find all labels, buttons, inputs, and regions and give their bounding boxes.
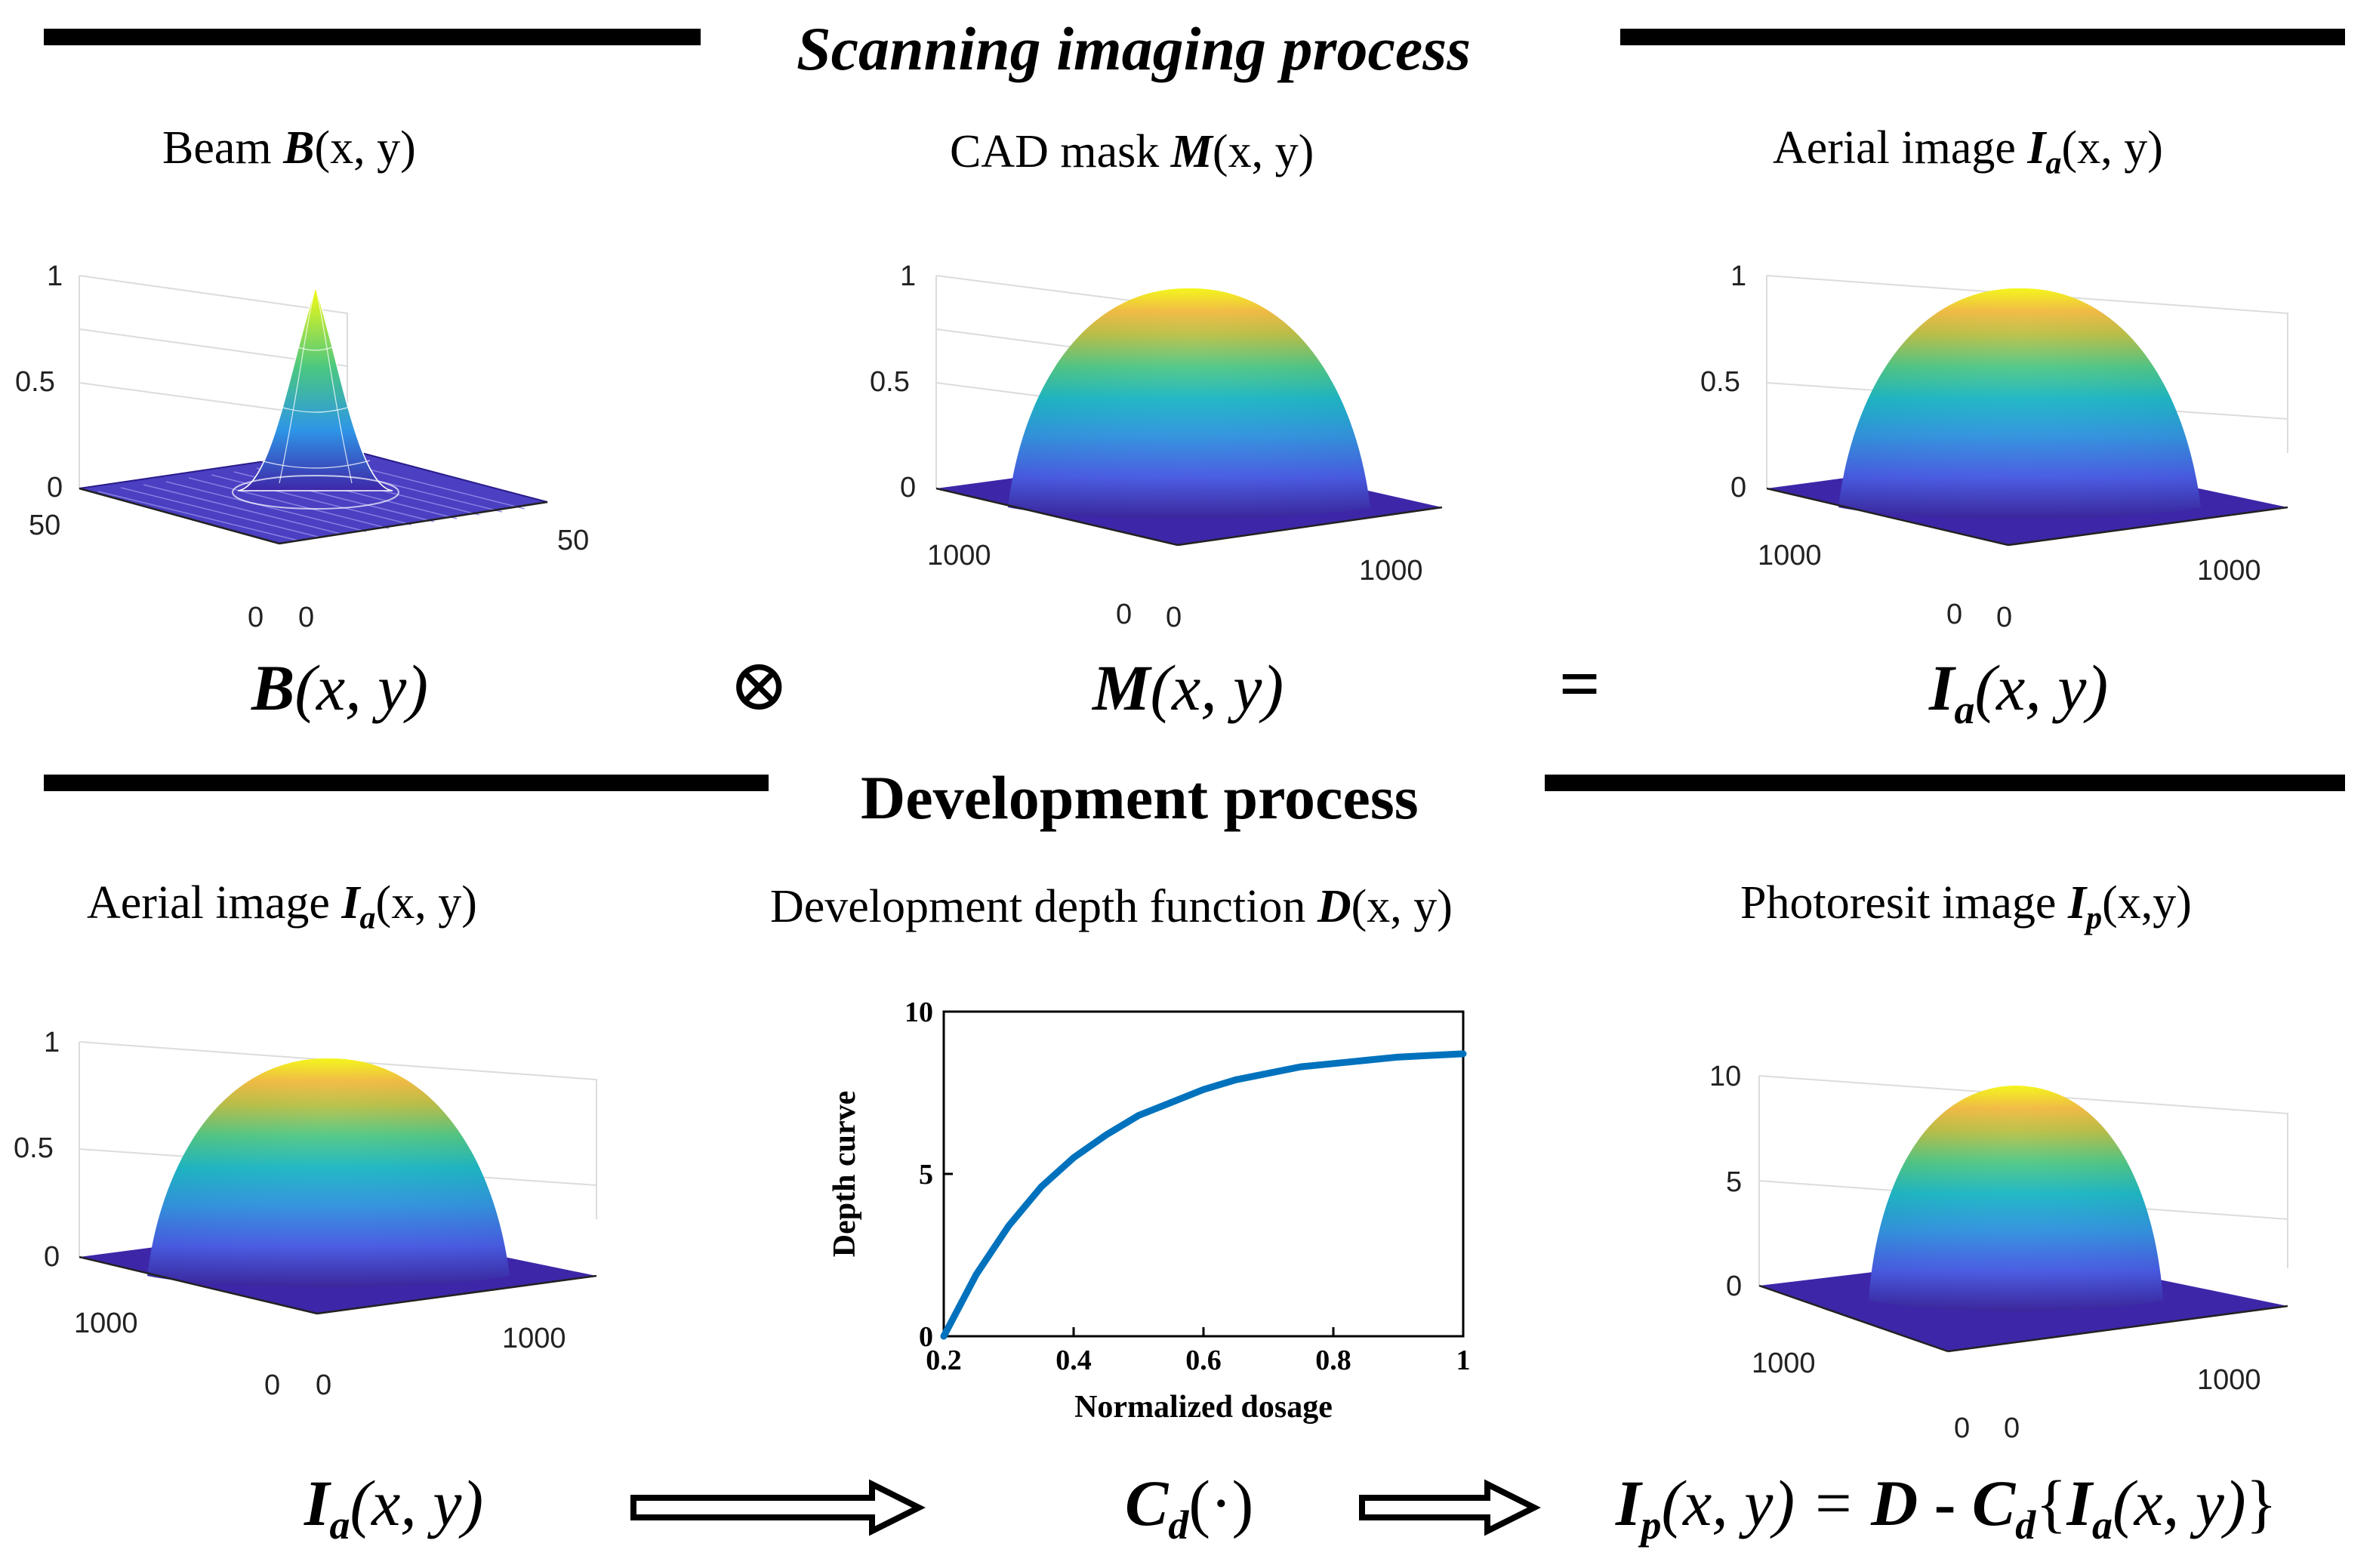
photoresist-y-tick-1000: 1000	[2197, 1364, 2261, 1396]
beam-y-tick-0: 0	[298, 602, 314, 633]
aerial-bottom-y-tick-0: 0	[316, 1369, 331, 1401]
photoresist-panel-title: Photoresit image Ip(x,y)	[1740, 877, 2192, 936]
photoresist-surface-plot: 10 5 0 1000 0 0 1000	[1709, 1061, 2288, 1444]
right-arrow-1	[630, 1479, 926, 1536]
aerial-top-y-tick-0: 0	[1996, 602, 2012, 633]
aerial-bottom-x-tick-0: 0	[264, 1369, 280, 1401]
photoresist-z-tick-10: 10	[1709, 1061, 1741, 1092]
aerial-surface-plot-bottom: 1 0.5 0 1000 0 0 1000	[14, 1027, 597, 1401]
mask-formula: M(x, y)	[1092, 652, 1284, 724]
mask-x-tick-1000: 1000	[927, 540, 991, 571]
depth-operator-formula: Cd(·)	[1125, 1467, 1254, 1548]
scanning-rule-left	[44, 29, 701, 45]
beam-surface-plot: 1 0.5 0 50 0 0 50	[15, 260, 589, 633]
mask-surface-plot: 1 0.5 0 1000 0 0 1000	[870, 260, 1443, 633]
mask-z-tick-05: 0.5	[870, 366, 910, 398]
aerial-top-z-tick-1: 1	[1730, 260, 1746, 292]
mask-y-tick-0: 0	[1166, 602, 1182, 633]
development-section-title: Development process	[861, 763, 1419, 832]
beam-panel-title: Beam B(x, y)	[162, 122, 416, 174]
aerial-bottom-y-tick-1000: 1000	[502, 1323, 566, 1354]
mask-z-tick-0: 0	[900, 472, 916, 504]
depth-y-tick-label: 10	[904, 997, 933, 1028]
right-arrow-2	[1359, 1479, 1541, 1536]
photoresist-x-tick-1000: 1000	[1752, 1348, 1816, 1379]
aerial-top-y-tick-1000: 1000	[2197, 555, 2261, 587]
aerial-formula-bottom: Ia(x, y)	[304, 1467, 484, 1548]
mask-z-tick-1: 1	[900, 260, 916, 292]
mask-y-tick-1000: 1000	[1359, 555, 1423, 587]
mask-x-tick-0: 0	[1116, 599, 1132, 630]
aerial-top-z-tick-0: 0	[1730, 472, 1746, 504]
beam-x-tick-0: 0	[248, 602, 263, 633]
aerial-panel-title-bottom: Aerial image Ia(x, y)	[87, 877, 477, 936]
aerial-bottom-z-tick-05: 0.5	[14, 1132, 54, 1164]
beam-x-tick-50: 50	[29, 510, 60, 541]
beam-z-tick-1: 1	[47, 260, 63, 292]
aerial-top-x-tick-0: 0	[1946, 599, 1962, 630]
photoresist-x-tick-0: 0	[1954, 1412, 1970, 1444]
aerial-top-x-tick-1000: 1000	[1758, 540, 1822, 571]
aerial-formula-top: Ia(x, y)	[1929, 652, 2109, 733]
photoresist-y-tick-0: 0	[2004, 1412, 2020, 1444]
photoresist-z-tick-5: 5	[1726, 1166, 1742, 1198]
photoresist-z-tick-0: 0	[1726, 1271, 1742, 1302]
development-rule-right	[1545, 775, 2345, 791]
depth-chart-frame	[942, 1010, 1465, 1338]
aerial-panel-title-top: Aerial image Ia(x, y)	[1773, 122, 2163, 181]
beam-y-tick-50: 50	[557, 525, 589, 556]
depth-chart-ylabel: Depth curve	[827, 1091, 862, 1257]
beam-z-tick-05: 0.5	[15, 366, 55, 398]
equals-operator: =	[1559, 643, 1601, 724]
scanning-section-title: Scanning imaging process	[797, 14, 1472, 83]
aerial-bottom-z-tick-0: 0	[44, 1241, 60, 1273]
depth-y-tick-label: 0	[919, 1321, 933, 1353]
mask-panel-title: CAD mask M(x, y)	[950, 126, 1314, 177]
aerial-bottom-x-tick-1000: 1000	[74, 1308, 138, 1339]
depth-panel-title: Development depth function D(x, y)	[770, 881, 1453, 932]
depth-x-tick-label: 1	[1456, 1345, 1471, 1376]
depth-x-tick-label: 0.6	[1185, 1345, 1222, 1376]
aerial-top-z-tick-05: 0.5	[1700, 366, 1740, 398]
aerial-surface-plot-top: 1 0.5 0 1000 0 0 1000	[1700, 260, 2288, 633]
photoresist-formula: Ip(x, y) = D - Cd{Ia(x, y)}	[1616, 1467, 2277, 1548]
depth-y-tick-label: 5	[919, 1159, 933, 1191]
depth-curve-line	[940, 1050, 1467, 1340]
depth-x-tick-label: 0.2	[926, 1345, 962, 1376]
development-rule-left	[44, 775, 769, 791]
aerial-bottom-z-tick-1: 1	[44, 1027, 60, 1058]
convolution-operator: ⊗	[729, 645, 790, 725]
depth-x-tick-label: 0.8	[1315, 1345, 1351, 1376]
depth-x-tick-label: 0.4	[1055, 1345, 1092, 1376]
beam-formula: B(x, y)	[251, 652, 428, 724]
scanning-rule-right	[1620, 29, 2345, 45]
depth-chart-xlabel: Normalized dosage	[1074, 1390, 1333, 1425]
beam-z-tick-0: 0	[47, 472, 63, 504]
